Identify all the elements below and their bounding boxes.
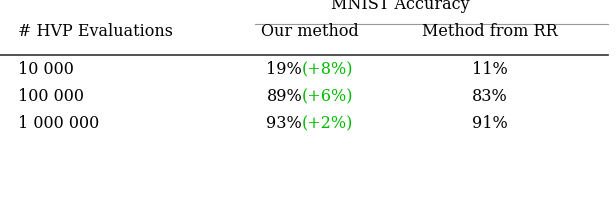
Text: Our method: Our method [261, 23, 359, 40]
Text: 93%: 93% [267, 115, 302, 132]
Text: (+8%): (+8%) [302, 61, 354, 78]
Text: # HVP Evaluations: # HVP Evaluations [18, 23, 173, 40]
Text: MNIST Accuracy: MNIST Accuracy [331, 0, 469, 13]
Text: 1 000 000: 1 000 000 [18, 115, 99, 132]
Text: 89%: 89% [266, 88, 302, 105]
Text: 11%: 11% [472, 61, 508, 78]
Text: 91%: 91% [472, 115, 508, 132]
Text: 83%: 83% [472, 88, 508, 105]
Text: (+6%): (+6%) [302, 88, 354, 105]
Text: 19%: 19% [266, 61, 302, 78]
Text: 10 000: 10 000 [18, 61, 74, 78]
Text: Method from RR: Method from RR [422, 23, 558, 40]
Text: (+2%): (+2%) [302, 115, 354, 132]
Text: 100 000: 100 000 [18, 88, 84, 105]
